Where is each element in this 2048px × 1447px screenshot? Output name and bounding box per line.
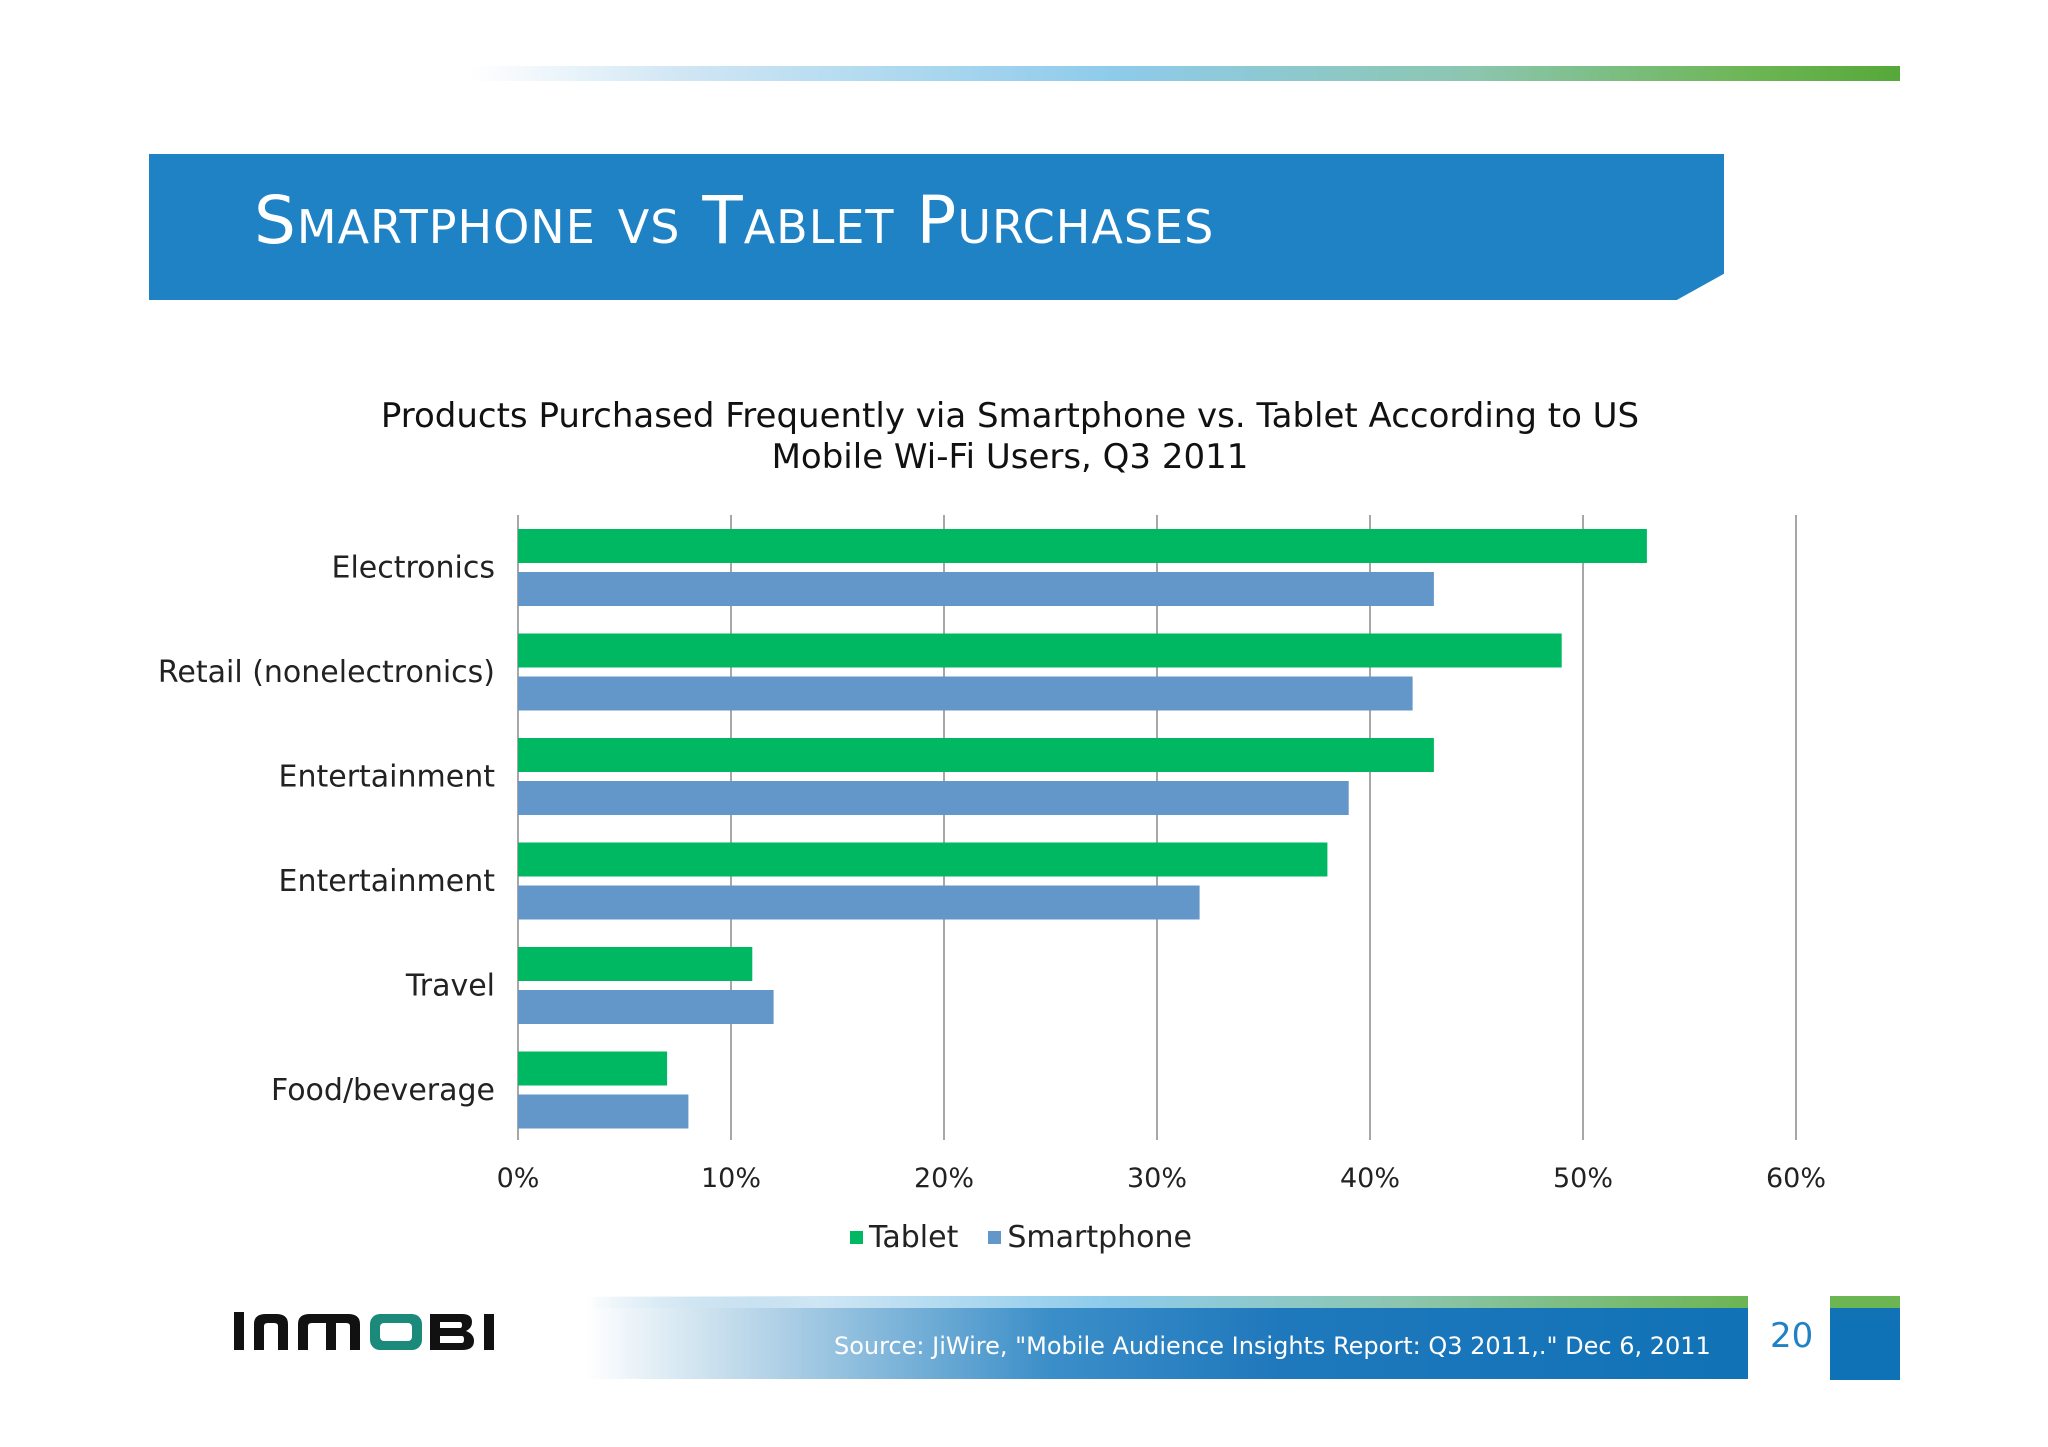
bar-tablet	[518, 947, 753, 981]
category-label: Retail (nonelectronics)	[158, 655, 495, 690]
bar-smartphone	[518, 990, 774, 1024]
page-number: 20	[1770, 1316, 1814, 1356]
category-label: Entertainment	[279, 864, 496, 899]
inmobi-logo	[234, 1312, 494, 1350]
chart-title: Products Purchased Frequently via Smartp…	[300, 396, 1720, 478]
footer-accent-bar	[585, 1296, 1748, 1308]
category-label: Travel	[405, 969, 495, 1004]
x-tick-label: 10%	[701, 1163, 761, 1194]
bar-tablet	[518, 633, 1562, 668]
category-label: Electronics	[331, 551, 495, 586]
top-gradient-bar	[470, 66, 1900, 81]
bar-smartphone	[518, 1094, 689, 1129]
category-label: Food/beverage	[271, 1073, 495, 1108]
legend-label-smartphone: Smartphone	[1007, 1220, 1192, 1255]
chart-title-line-1: Products Purchased Frequently via Smartp…	[380, 396, 1640, 436]
x-tick-label: 0%	[497, 1163, 540, 1194]
bar-smartphone	[518, 572, 1434, 606]
legend: Tablet Smartphone	[850, 1220, 1222, 1255]
title-banner: Smartphone vs Tablet Purchases	[149, 154, 1724, 300]
slide-title: Smartphone vs Tablet Purchases	[254, 182, 1215, 259]
corner-accent-box	[1830, 1296, 1900, 1380]
bar-smartphone	[518, 676, 1413, 711]
x-tick-label: 20%	[914, 1163, 974, 1194]
bar-tablet	[518, 529, 1647, 563]
bar-tablet	[518, 738, 1434, 772]
bar-tablet	[518, 842, 1328, 877]
bar-tablet	[518, 1051, 668, 1086]
legend-item-tablet: Tablet	[850, 1220, 958, 1255]
x-tick-label: 50%	[1553, 1163, 1613, 1194]
x-tick-label: 60%	[1766, 1163, 1826, 1194]
legend-swatch-tablet	[850, 1231, 863, 1244]
legend-item-smartphone: Smartphone	[988, 1220, 1192, 1255]
source-citation: Source: JiWire, "Mobile Audience Insight…	[834, 1332, 1711, 1360]
bar-smartphone	[518, 885, 1200, 920]
footer-bar	[585, 1297, 1748, 1379]
x-tick-label: 40%	[1340, 1163, 1400, 1194]
category-label: Entertainment	[279, 760, 496, 795]
legend-label-tablet: Tablet	[869, 1220, 959, 1255]
legend-swatch-smartphone	[988, 1231, 1002, 1244]
chart-title-line-2: Mobile Wi-Fi Users, Q3 2011	[771, 437, 1249, 477]
x-tick-label: 30%	[1127, 1163, 1187, 1194]
bar-smartphone	[518, 781, 1349, 815]
